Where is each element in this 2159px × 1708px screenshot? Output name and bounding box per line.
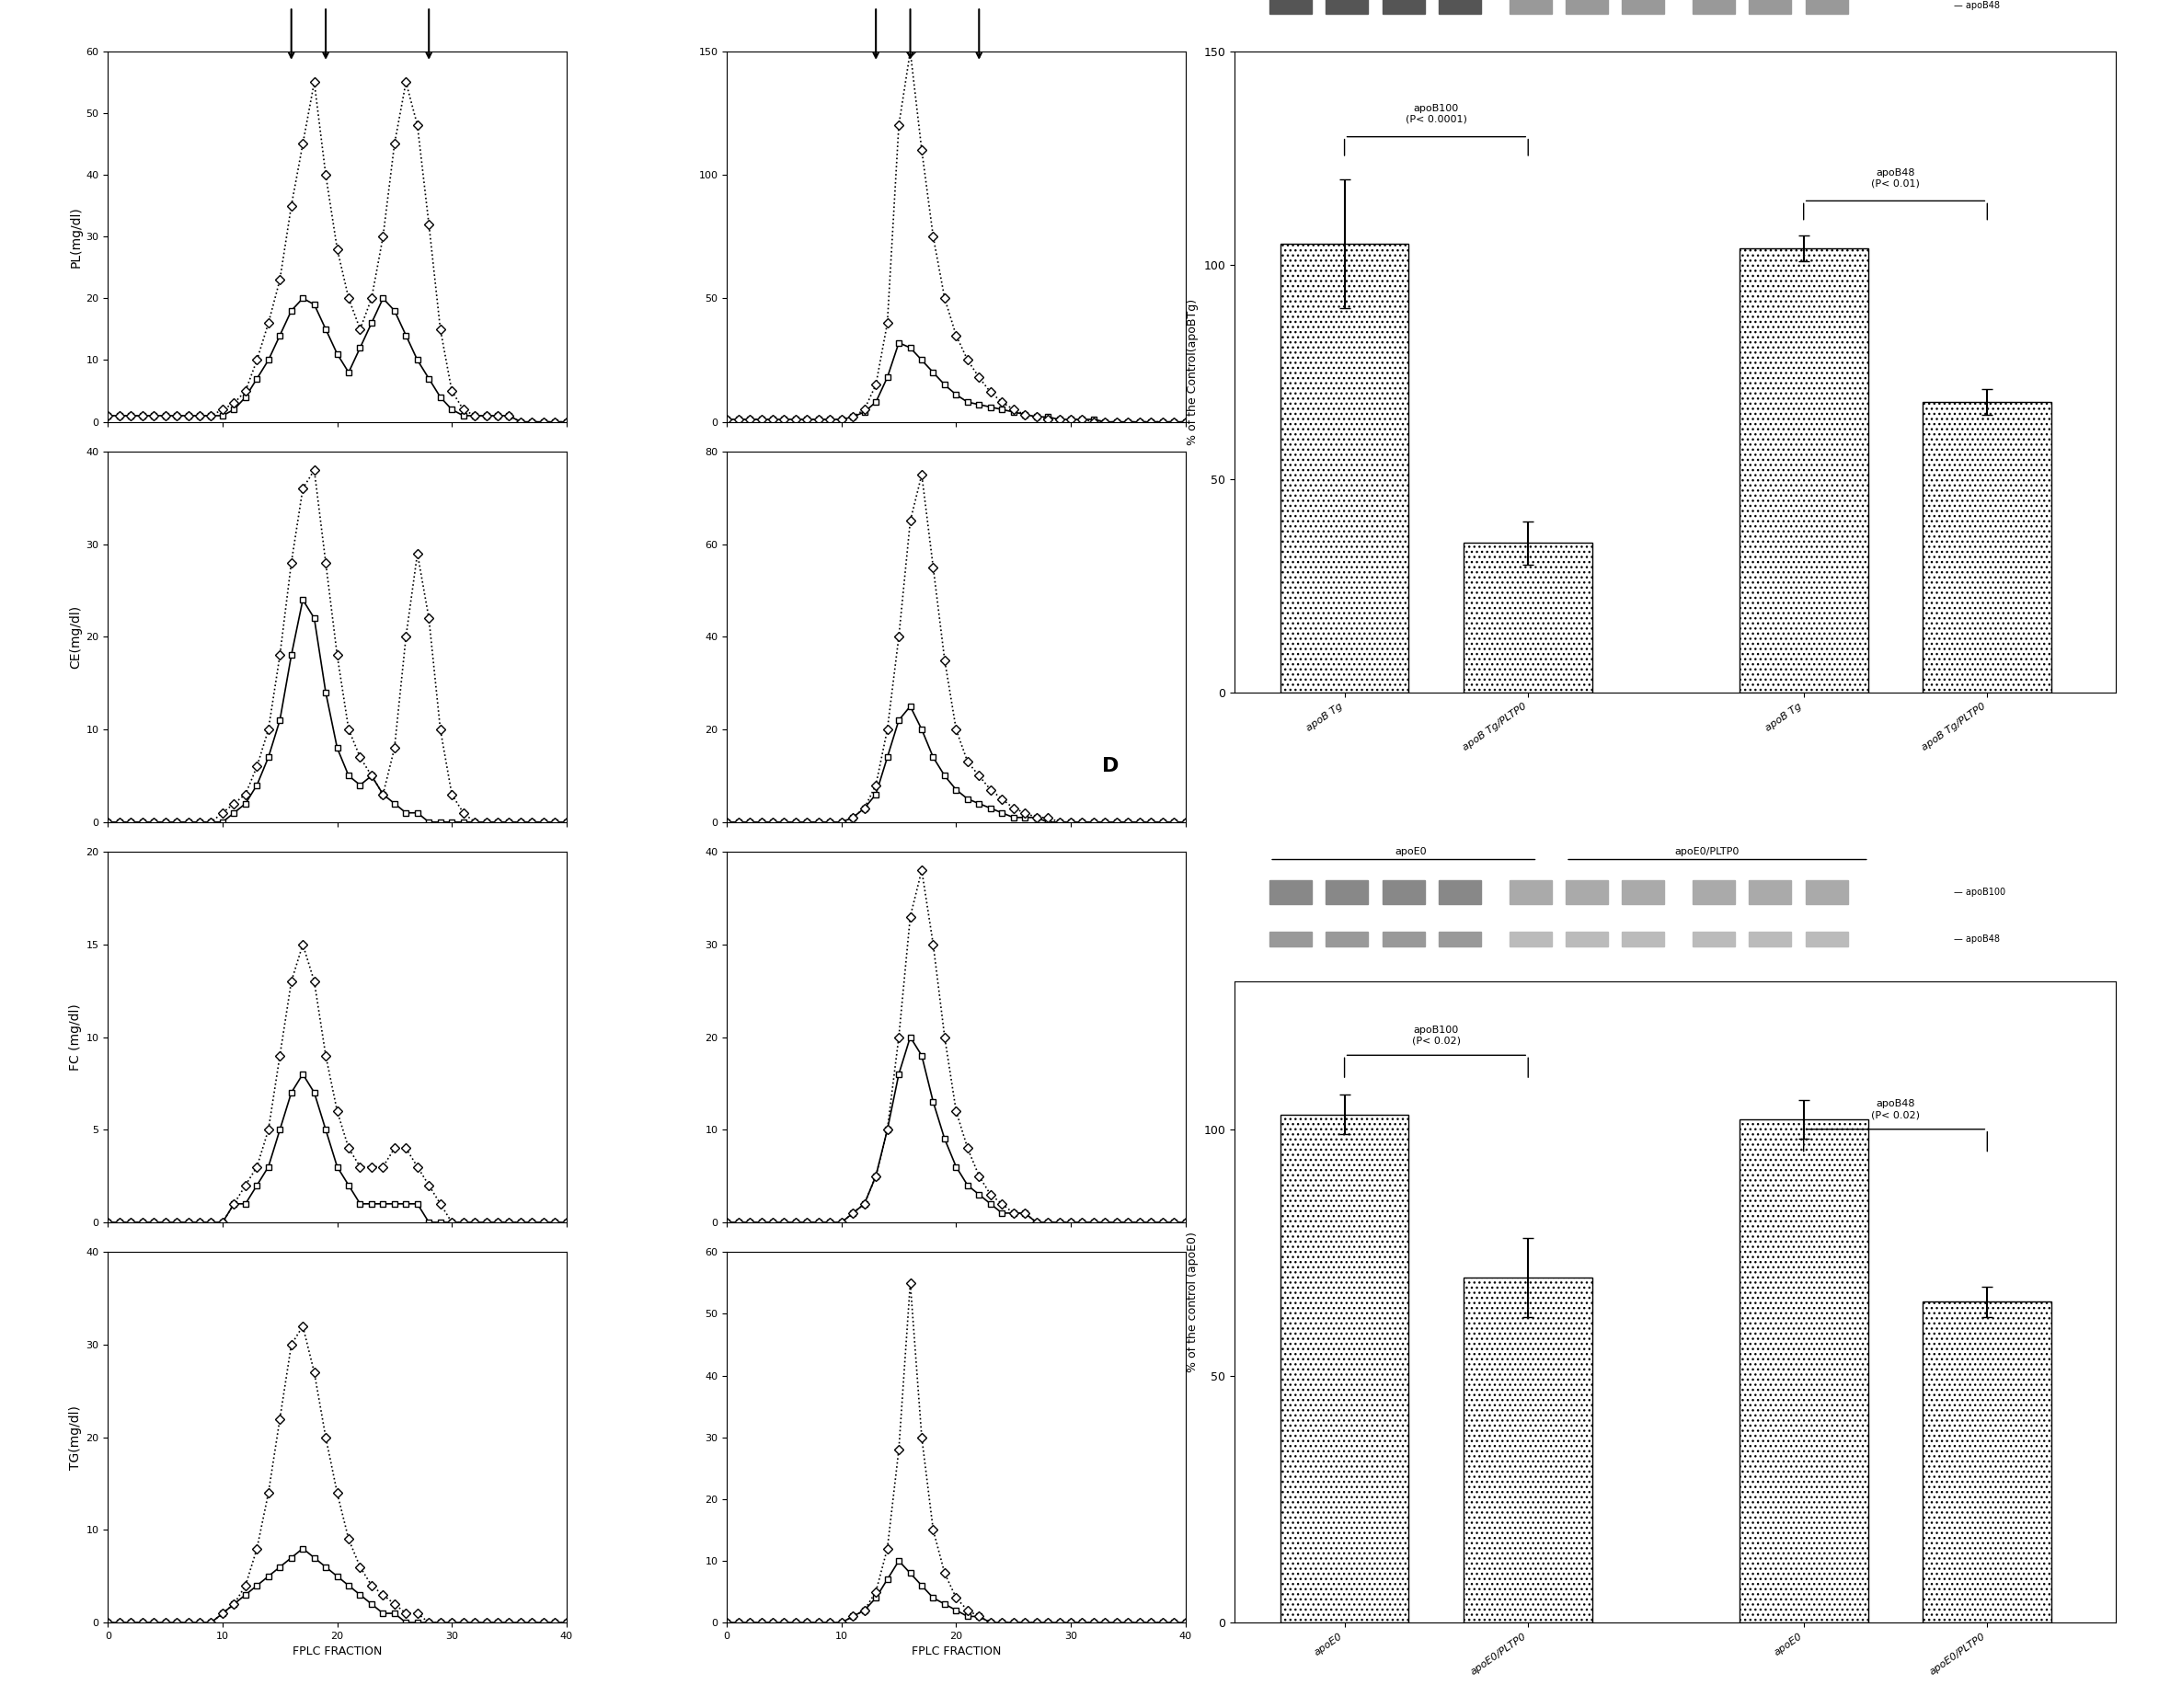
- Bar: [1438, 931, 1481, 946]
- Bar: [1924, 1301, 2051, 1623]
- Y-axis label: PL(mg/dl): PL(mg/dl): [69, 207, 82, 266]
- Bar: [1565, 880, 1608, 904]
- Text: apoE0: apoE0: [1395, 847, 1427, 856]
- Bar: [1269, 931, 1313, 946]
- Bar: [1621, 880, 1665, 904]
- Bar: [1805, 931, 1848, 946]
- Y-axis label: TG(mg/dl): TG(mg/dl): [69, 1406, 82, 1469]
- Bar: [1693, 931, 1736, 946]
- Bar: [1740, 248, 1868, 693]
- Bar: [1509, 880, 1552, 904]
- Bar: [1621, 931, 1665, 946]
- Bar: [1269, 880, 1313, 904]
- Bar: [1326, 931, 1369, 946]
- Bar: [1749, 880, 1792, 904]
- Bar: [1464, 543, 1593, 693]
- Y-axis label: FC (mg/dl): FC (mg/dl): [69, 1004, 82, 1071]
- Bar: [1924, 401, 2051, 693]
- Y-axis label: CE(mg/dl): CE(mg/dl): [69, 605, 82, 668]
- Bar: [1326, 880, 1369, 904]
- Text: — apoB48: — apoB48: [1954, 934, 1999, 943]
- Bar: [1438, 0, 1481, 14]
- Y-axis label: % of the control (apoE0): % of the control (apoE0): [1185, 1231, 1198, 1372]
- Bar: [1740, 1119, 1868, 1623]
- Y-axis label: % of the Control(apoBTg): % of the Control(apoBTg): [1185, 299, 1198, 446]
- Text: — apoB48: — apoB48: [1954, 0, 1999, 10]
- X-axis label: FPLC FRACTION: FPLC FRACTION: [291, 1647, 382, 1658]
- Bar: [1565, 931, 1608, 946]
- Text: apoB100
(P< 0.0001): apoB100 (P< 0.0001): [1406, 104, 1468, 125]
- Bar: [1280, 1114, 1410, 1623]
- Bar: [1438, 880, 1481, 904]
- Text: apoE0/PLTP0: apoE0/PLTP0: [1675, 847, 1740, 856]
- Bar: [1565, 0, 1608, 14]
- Bar: [1280, 244, 1410, 693]
- Text: — apoB100: — apoB100: [1954, 888, 2006, 897]
- Bar: [1464, 1278, 1593, 1623]
- X-axis label: FPLC FRACTION: FPLC FRACTION: [911, 1647, 1002, 1658]
- Bar: [1509, 0, 1552, 14]
- Bar: [1382, 931, 1425, 946]
- Bar: [1326, 0, 1369, 14]
- Bar: [1749, 0, 1792, 14]
- Bar: [1693, 880, 1736, 904]
- Bar: [1509, 931, 1552, 946]
- Text: apoB100
(P< 0.02): apoB100 (P< 0.02): [1412, 1025, 1462, 1045]
- Bar: [1693, 0, 1736, 14]
- Bar: [1805, 880, 1848, 904]
- Bar: [1382, 880, 1425, 904]
- Text: apoB48
(P< 0.01): apoB48 (P< 0.01): [1872, 167, 1919, 188]
- Text: apoB48
(P< 0.02): apoB48 (P< 0.02): [1872, 1100, 1919, 1119]
- Bar: [1269, 0, 1313, 14]
- Bar: [1621, 0, 1665, 14]
- Text: D: D: [1101, 757, 1118, 775]
- Bar: [1749, 931, 1792, 946]
- Bar: [1805, 0, 1848, 14]
- Bar: [1382, 0, 1425, 14]
